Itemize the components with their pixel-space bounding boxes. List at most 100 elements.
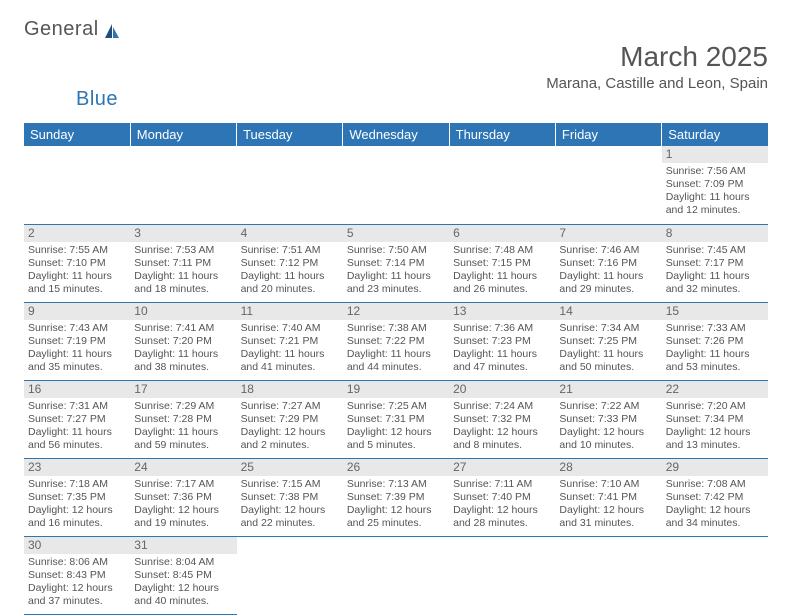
day-cell: 28 Sunrise: 7:10 AMSunset: 7:41 PMDayligh… — [555, 458, 661, 536]
daylight-line-1: Daylight: 12 hours — [134, 582, 232, 595]
day-number: 24 — [130, 459, 236, 476]
weekday-header: Tuesday — [237, 123, 343, 146]
sunrise-line: Sunrise: 7:20 AM — [666, 400, 764, 413]
daylight-line-1: Daylight: 12 hours — [134, 504, 232, 517]
daylight-line-1: Daylight: 11 hours — [28, 270, 126, 283]
sunrise-line: Sunrise: 7:36 AM — [453, 322, 551, 335]
daylight-line-2: and 44 minutes. — [347, 361, 445, 374]
day-number: 7 — [555, 225, 661, 242]
empty-cell — [343, 146, 449, 224]
sunrise-line: Sunrise: 7:34 AM — [559, 322, 657, 335]
day-number: 26 — [343, 459, 449, 476]
daylight-line-1: Daylight: 11 hours — [28, 426, 126, 439]
day-number: 28 — [555, 459, 661, 476]
sunset-line: Sunset: 7:22 PM — [347, 335, 445, 348]
day-number: 20 — [449, 381, 555, 398]
daylight-line-2: and 38 minutes. — [134, 361, 232, 374]
day-cell: 3Sunrise: 7:53 AMSunset: 7:11 PMDaylight… — [130, 224, 236, 302]
header-row: SundayMondayTuesdayWednesdayThursdayFrid… — [24, 123, 768, 146]
weekday-header: Wednesday — [343, 123, 449, 146]
daylight-line-2: and 13 minutes. — [666, 439, 764, 452]
month-title: March 2025 — [24, 41, 768, 73]
daylight-line-2: and 56 minutes. — [28, 439, 126, 452]
daylight-line-2: and 15 minutes. — [28, 283, 126, 296]
day-number: 14 — [555, 303, 661, 320]
daylight-line-2: and 53 minutes. — [666, 361, 764, 374]
day-number: 27 — [449, 459, 555, 476]
logo: General — [24, 18, 768, 41]
daylight-line-2: and 34 minutes. — [666, 517, 764, 530]
daylight-line-2: and 19 minutes. — [134, 517, 232, 530]
daylight-line-1: Daylight: 12 hours — [241, 504, 339, 517]
sunset-line: Sunset: 7:40 PM — [453, 491, 551, 504]
sunset-line: Sunset: 7:34 PM — [666, 413, 764, 426]
weekday-header: Thursday — [449, 123, 555, 146]
sunset-line: Sunset: 7:17 PM — [666, 257, 764, 270]
day-cell: 23Sunrise: 7:18 AMSunset: 7:35 PMDayligh… — [24, 458, 130, 536]
sunrise-line: Sunrise: 7:41 AM — [134, 322, 232, 335]
daylight-line-2: and 20 minutes. — [241, 283, 339, 296]
sunrise-line: Sunrise: 7:56 AM — [666, 165, 764, 178]
sunrise-line: Sunrise: 8:04 AM — [134, 556, 232, 569]
daylight-line-2: and 16 minutes. — [28, 517, 126, 530]
day-number: 6 — [449, 225, 555, 242]
sunset-line: Sunset: 7:41 PM — [559, 491, 657, 504]
daylight-line-1: Daylight: 12 hours — [666, 504, 764, 517]
daylight-line-1: Daylight: 11 hours — [453, 270, 551, 283]
sunset-line: Sunset: 8:45 PM — [134, 569, 232, 582]
day-number: 9 — [24, 303, 130, 320]
sunset-line: Sunset: 7:33 PM — [559, 413, 657, 426]
daylight-line-1: Daylight: 12 hours — [559, 504, 657, 517]
day-number: 19 — [343, 381, 449, 398]
sunset-line: Sunset: 7:38 PM — [241, 491, 339, 504]
daylight-line-2: and 5 minutes. — [347, 439, 445, 452]
day-cell: 9Sunrise: 7:43 AMSunset: 7:19 PMDaylight… — [24, 302, 130, 380]
empty-cell — [662, 536, 768, 614]
sunset-line: Sunset: 7:28 PM — [134, 413, 232, 426]
day-cell: 6Sunrise: 7:48 AMSunset: 7:15 PMDaylight… — [449, 224, 555, 302]
sunrise-line: Sunrise: 7:10 AM — [559, 478, 657, 491]
day-number: 17 — [130, 381, 236, 398]
day-number: 22 — [662, 381, 768, 398]
sunrise-line: Sunrise: 7:29 AM — [134, 400, 232, 413]
daylight-line-1: Daylight: 12 hours — [559, 426, 657, 439]
daylight-line-1: Daylight: 11 hours — [347, 270, 445, 283]
logo-text-1: General — [24, 18, 99, 41]
sunset-line: Sunset: 7:32 PM — [453, 413, 551, 426]
day-number: 30 — [24, 537, 130, 554]
daylight-line-1: Daylight: 12 hours — [453, 426, 551, 439]
day-number: 15 — [662, 303, 768, 320]
sunset-line: Sunset: 7:19 PM — [28, 335, 126, 348]
empty-cell — [237, 146, 343, 224]
daylight-line-1: Daylight: 11 hours — [559, 270, 657, 283]
day-cell: 10Sunrise: 7:41 AMSunset: 7:20 PMDayligh… — [130, 302, 236, 380]
daylight-line-2: and 31 minutes. — [559, 517, 657, 530]
empty-cell — [24, 146, 130, 224]
calendar-row: 1Sunrise: 7:56 AMSunset: 7:09 PMDaylight… — [24, 146, 768, 224]
day-number: 8 — [662, 225, 768, 242]
sunset-line: Sunset: 8:43 PM — [28, 569, 126, 582]
sunrise-line: Sunrise: 7:33 AM — [666, 322, 764, 335]
day-number: 23 — [24, 459, 130, 476]
daylight-line-1: Daylight: 11 hours — [666, 348, 764, 361]
sunset-line: Sunset: 7:27 PM — [28, 413, 126, 426]
sunrise-line: Sunrise: 7:43 AM — [28, 322, 126, 335]
sail-icon — [103, 22, 121, 40]
calendar-row: 16Sunrise: 7:31 AMSunset: 7:27 PMDayligh… — [24, 380, 768, 458]
sunset-line: Sunset: 7:35 PM — [28, 491, 126, 504]
sunset-line: Sunset: 7:21 PM — [241, 335, 339, 348]
sunset-line: Sunset: 7:36 PM — [134, 491, 232, 504]
day-number: 29 — [662, 459, 768, 476]
day-number: 4 — [237, 225, 343, 242]
day-number: 1 — [662, 146, 768, 163]
daylight-line-2: and 40 minutes. — [134, 595, 232, 608]
day-number: 2 — [24, 225, 130, 242]
daylight-line-1: Daylight: 12 hours — [28, 582, 126, 595]
day-number: 10 — [130, 303, 236, 320]
day-cell: 21Sunrise: 7:22 AMSunset: 7:33 PMDayligh… — [555, 380, 661, 458]
empty-cell — [449, 146, 555, 224]
sunrise-line: Sunrise: 8:06 AM — [28, 556, 126, 569]
sunset-line: Sunset: 7:10 PM — [28, 257, 126, 270]
daylight-line-1: Daylight: 11 hours — [134, 426, 232, 439]
daylight-line-1: Daylight: 12 hours — [241, 426, 339, 439]
